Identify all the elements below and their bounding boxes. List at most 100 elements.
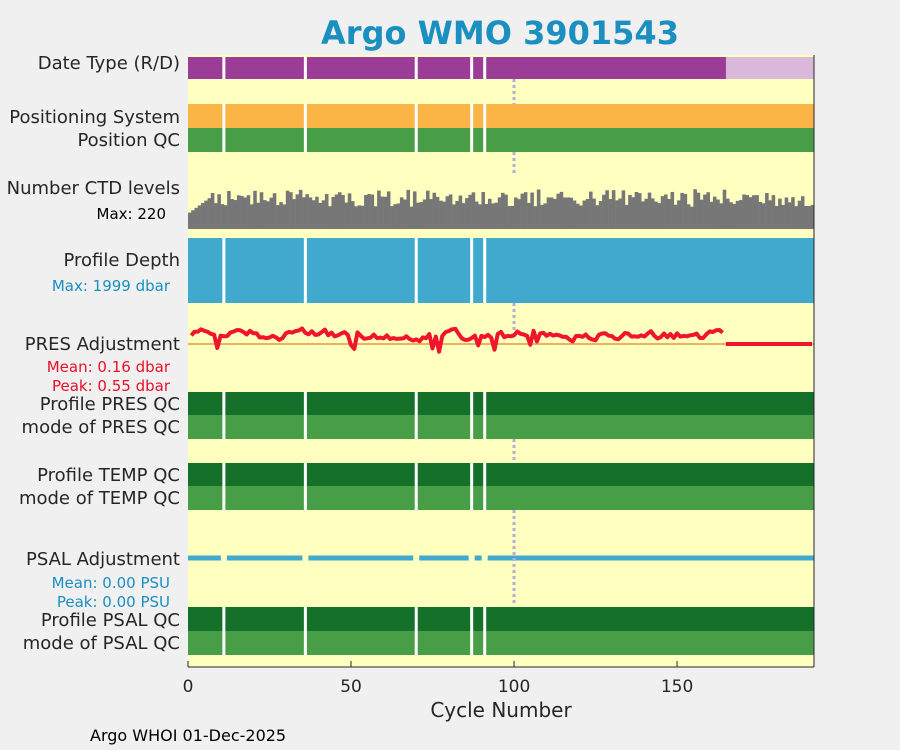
missing-cycle-gap [414, 238, 418, 303]
ctd-levels-bar [344, 202, 349, 229]
ctd-levels-bar [390, 206, 394, 229]
footer-credit: Argo WHOI 01-Dec-2025 [90, 726, 286, 745]
ctd-levels-bar [220, 204, 225, 229]
missing-cycle-gap [470, 463, 474, 510]
ctd-levels-bar [794, 206, 798, 229]
label-ctd-max: Max: 220 [97, 205, 166, 223]
missing-cycle-gap [222, 463, 226, 510]
ctd-levels-bar [201, 203, 205, 229]
ctd-levels-bar [412, 191, 417, 229]
ctd-levels-bar [575, 203, 580, 229]
ctd-levels-bar [787, 202, 792, 229]
ctd-levels-bar [474, 201, 479, 229]
ctd-levels-bar [562, 197, 567, 229]
ctd-levels-bar [285, 190, 290, 229]
ctd-levels-bar [778, 198, 782, 229]
missing-cycle-gap [483, 463, 487, 510]
ctd-levels-bar [354, 206, 358, 229]
ctd-levels-bar [419, 202, 424, 229]
x-tick-label: 150 [661, 677, 693, 697]
ctd-levels-bar [683, 193, 688, 229]
psal-missing-cycle-gap [302, 554, 309, 562]
ctd-levels-bar [585, 198, 590, 229]
missing-cycle-gap [483, 392, 487, 439]
ctd-levels-bar [530, 192, 534, 229]
ctd-levels-bar [230, 199, 234, 229]
ctd-levels-bar [494, 202, 499, 229]
ctd-levels-bar [628, 194, 632, 229]
missing-cycle-gap [414, 392, 418, 439]
ctd-levels-bar [360, 205, 365, 229]
ctd-levels-bar [487, 198, 492, 229]
ctd-levels-bar [214, 203, 218, 229]
ctd-levels-bar [266, 201, 270, 229]
date-type-realtime-band [188, 57, 726, 79]
ctd-levels-bar [510, 205, 515, 229]
ctd-levels-bar [667, 198, 671, 229]
ctd-levels-bar [364, 195, 368, 229]
ctd-levels-bar [520, 193, 525, 229]
ctd-levels-bar [523, 192, 528, 229]
profile-psal-qc-band [188, 607, 814, 631]
missing-cycle-gap [414, 57, 418, 79]
ctd-levels-bar [484, 203, 489, 229]
ctd-levels-bar [504, 194, 508, 229]
ctd-levels-bars [188, 189, 815, 229]
ctd-levels-bar [758, 201, 763, 229]
ctd-levels-bar [227, 191, 231, 229]
ctd-levels-bar [637, 193, 642, 229]
ctd-levels-bar [774, 205, 779, 229]
ctd-levels-bar [406, 189, 411, 229]
x-tick-label: 50 [340, 677, 362, 697]
ctd-levels-bar [380, 196, 384, 229]
ctd-levels-bar [654, 201, 658, 229]
ctd-levels-bar [716, 199, 720, 229]
chart-title: Argo WMO 3901543 [321, 14, 679, 52]
missing-cycle-gap [303, 392, 307, 439]
mode-psal-qc-band [188, 631, 814, 655]
ctd-levels-bar [249, 204, 254, 229]
ctd-levels-bar [188, 212, 192, 229]
ctd-levels-bar [572, 200, 577, 229]
ctd-levels-bar [217, 194, 221, 229]
ctd-levels-bar [602, 194, 606, 229]
profile-depth-band [188, 238, 814, 303]
ctd-levels-bar [298, 189, 303, 229]
ctd-levels-bar [507, 206, 512, 229]
ctd-levels-bar [771, 195, 776, 229]
ctd-levels-bar [302, 197, 306, 229]
plot-area [188, 55, 814, 667]
ctd-levels-bar [191, 210, 195, 229]
ctd-levels-bar [315, 196, 319, 229]
ctd-levels-bar [262, 200, 267, 229]
ctd-levels-bar [439, 200, 443, 229]
ctd-levels-bar [579, 205, 583, 229]
ctd-levels-bar [311, 200, 316, 229]
ctd-levels-bar [233, 200, 238, 229]
ctd-levels-bar [256, 202, 261, 229]
missing-cycle-gap [222, 238, 226, 303]
label-psal-adjustment: PSAL Adjustment [26, 549, 180, 570]
position-qc-band [188, 128, 814, 152]
ctd-levels-bar [650, 198, 655, 229]
label-psal-peak: Peak: 0.00 PSU [57, 593, 170, 611]
ctd-levels-bar [748, 197, 753, 229]
ctd-levels-bar [448, 194, 453, 229]
label-psal-mean: Mean: 0.00 PSU [52, 574, 170, 592]
ctd-levels-bar [236, 195, 241, 229]
ctd-levels-bar [670, 191, 675, 229]
ctd-levels-bar [709, 201, 714, 229]
ctd-levels-bar [259, 192, 264, 229]
ctd-levels-bar [546, 197, 551, 229]
psal-missing-cycle-gap [220, 554, 227, 562]
ctd-levels-bar [810, 204, 815, 229]
ctd-levels-bar [696, 192, 701, 229]
ctd-levels-bar [243, 197, 247, 229]
ctd-levels-bar [582, 200, 587, 229]
ctd-levels-bar [559, 191, 564, 229]
ctd-levels-bar [745, 195, 750, 229]
ctd-levels-bar [556, 193, 560, 229]
label-pres-peak: Peak: 0.55 dbar [52, 377, 171, 395]
missing-cycle-gap [303, 238, 307, 303]
